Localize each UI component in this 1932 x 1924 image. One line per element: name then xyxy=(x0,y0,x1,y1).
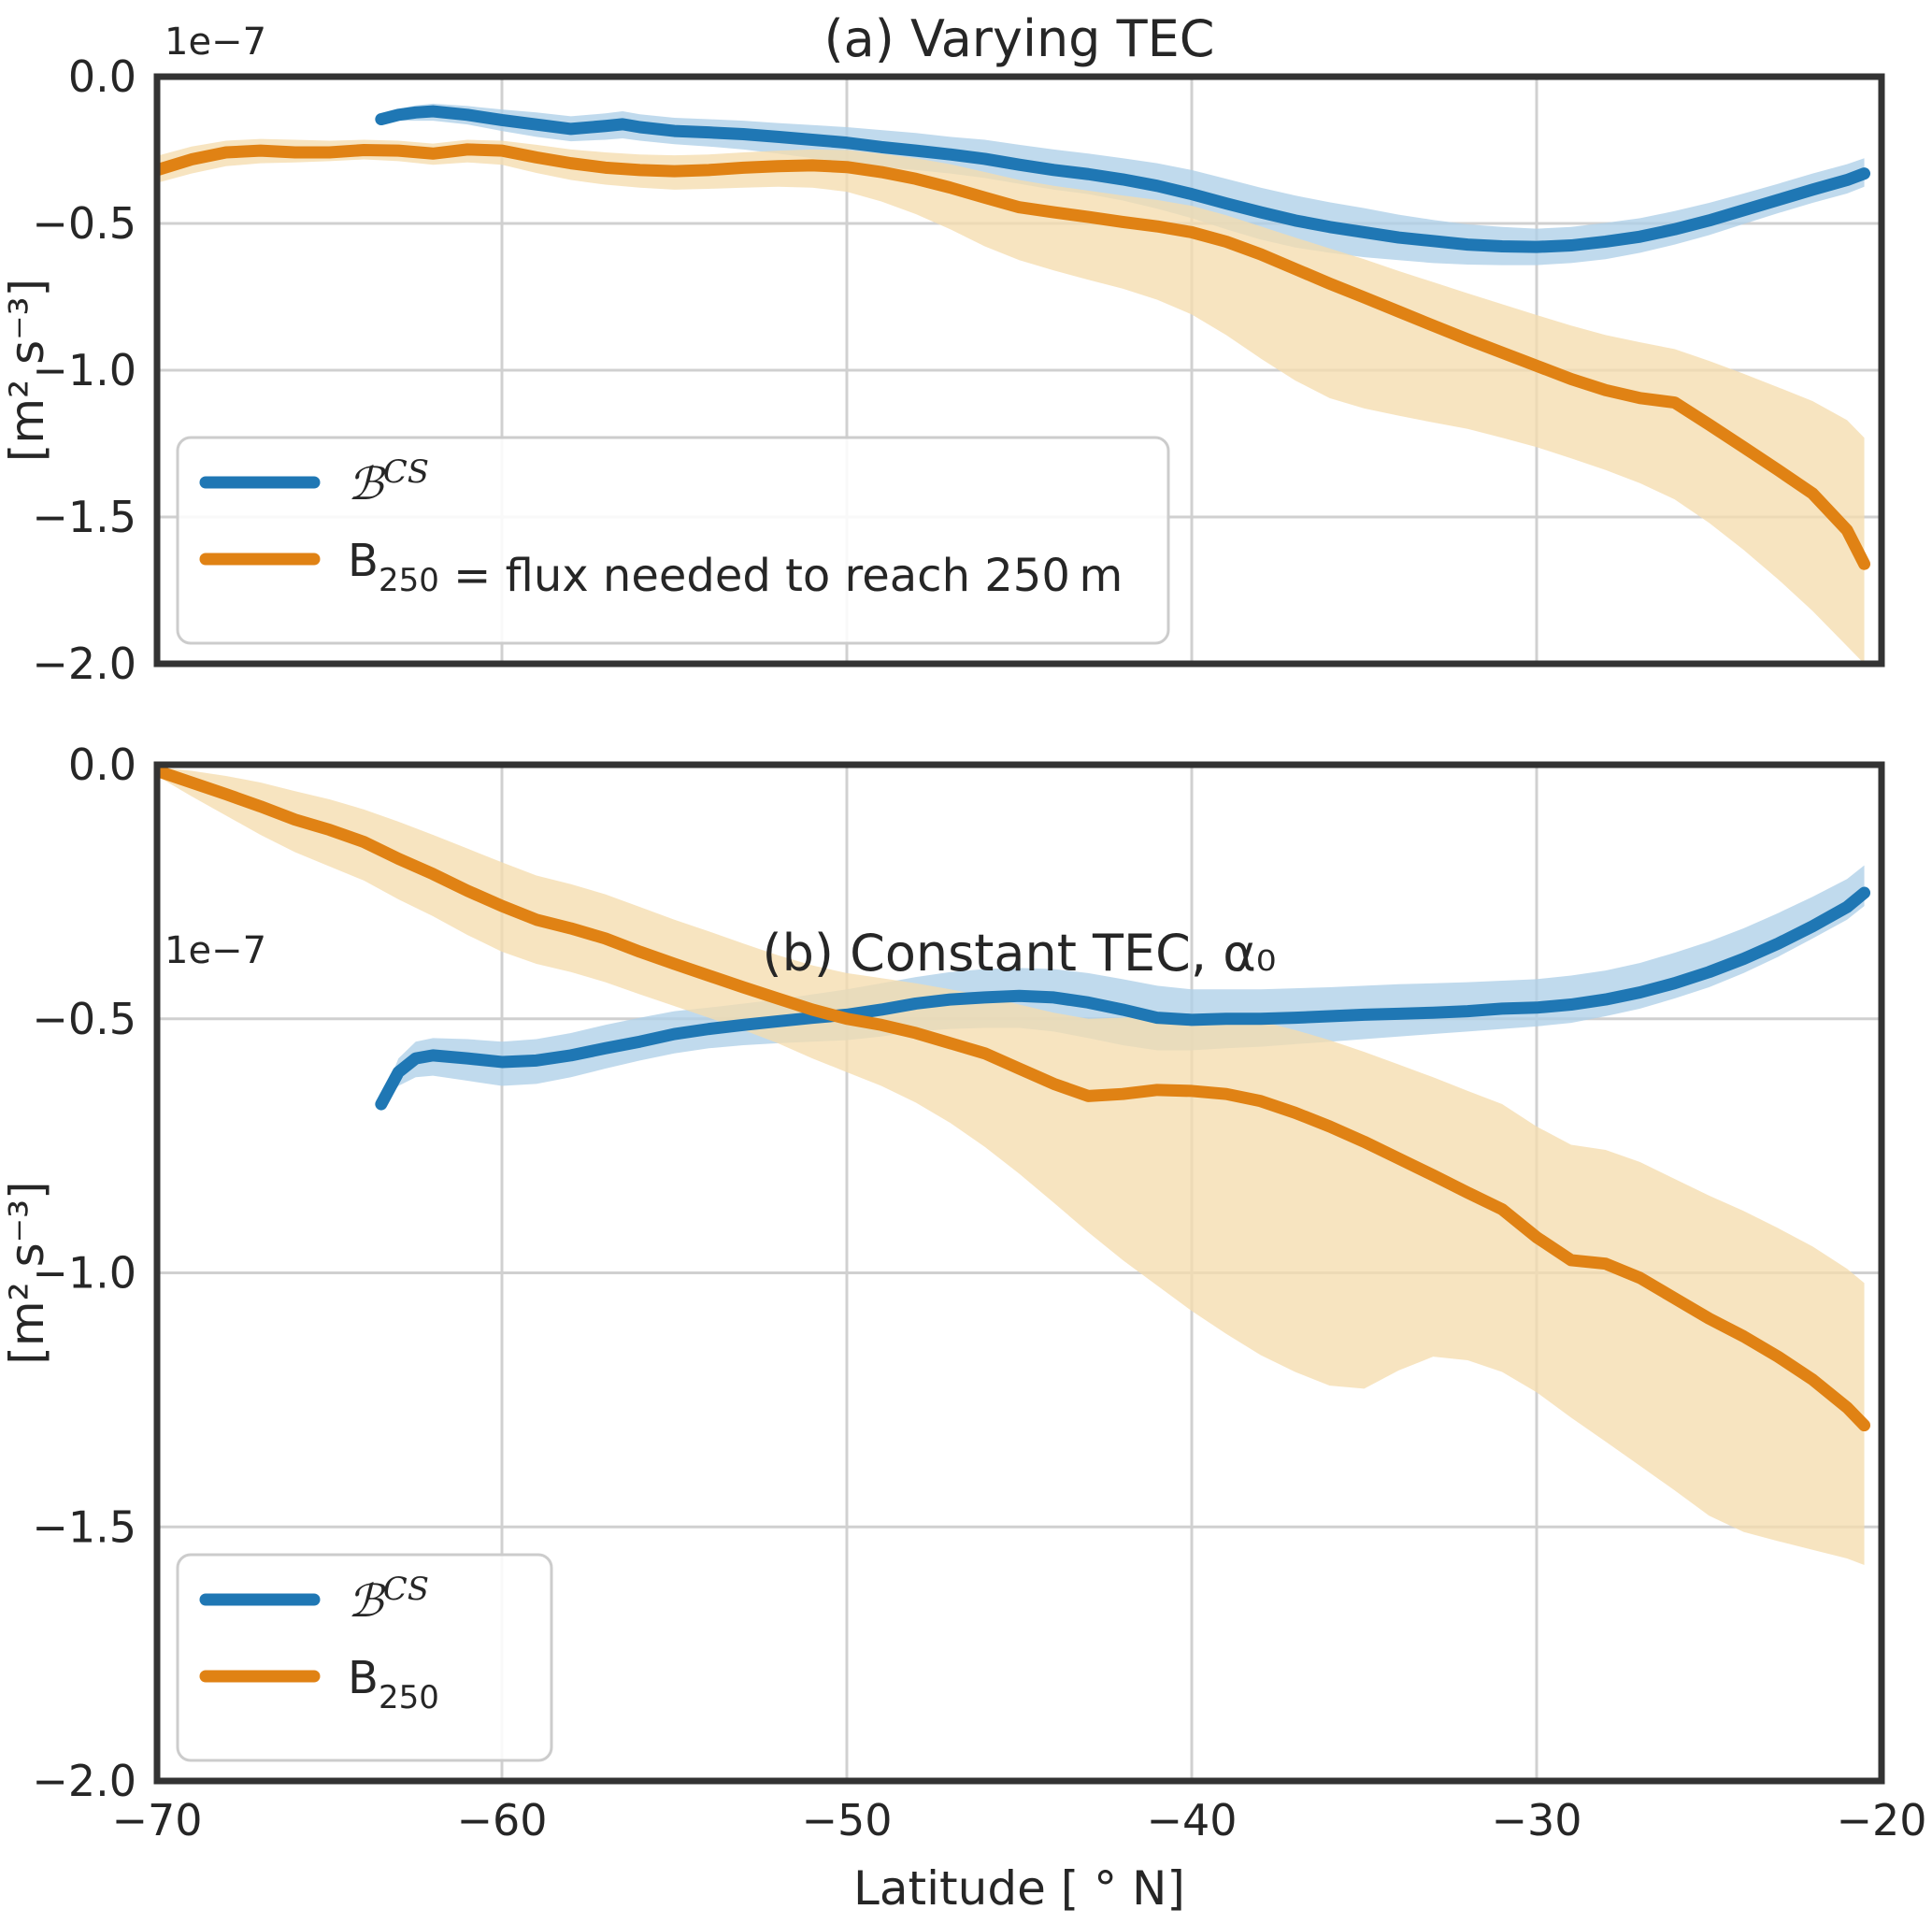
axes-spine-a xyxy=(153,73,1885,668)
ytick-label: −1.0 xyxy=(32,345,136,395)
ytick-label: −1.0 xyxy=(32,1248,136,1299)
line-B250 xyxy=(157,765,1871,1432)
axes-spine-b xyxy=(153,761,1885,1785)
ytick-label: −2.0 xyxy=(32,639,136,689)
band-B250 xyxy=(157,767,1865,1566)
band-B250 xyxy=(157,138,1865,664)
y-offset-text: 1e−7 xyxy=(165,929,266,972)
xtick-label: −20 xyxy=(1836,1795,1926,1845)
panel-title-a: (a) Varying TEC xyxy=(824,9,1215,68)
y-offset-text: 1e−7 xyxy=(165,21,266,64)
xtick-label: −30 xyxy=(1491,1795,1581,1845)
xtick-label: −60 xyxy=(456,1795,547,1845)
xtick-label: −70 xyxy=(111,1795,202,1845)
legend-label-b-cs: ℬCS xyxy=(348,1571,429,1628)
legend-a[interactable]: ℬCS B250 = flux needed to reach 250 m xyxy=(176,436,1170,645)
ytick-label: −1.5 xyxy=(32,1501,136,1552)
legend-b[interactable]: ℬCS B250 xyxy=(176,1553,553,1762)
legend-label-b-250: B250 xyxy=(348,1652,439,1716)
y-axis-label: [m² s⁻³] xyxy=(0,279,54,462)
ytick-label: −1.5 xyxy=(32,492,136,542)
line-CS xyxy=(375,105,1871,253)
legend-label-b-cs: ℬCS xyxy=(348,453,429,510)
ytick-label: 0.0 xyxy=(68,739,136,790)
x-axis-label: Latitude [ ° N] xyxy=(853,1861,1185,1916)
legend-box xyxy=(176,1553,553,1762)
y-axis-label: [m² s⁻³] xyxy=(0,1181,54,1364)
xtick-label: −50 xyxy=(801,1795,892,1845)
ytick-label: −0.5 xyxy=(32,994,136,1044)
data-layer-b xyxy=(157,765,1871,1566)
ytick-label: 0.0 xyxy=(68,51,136,102)
xtick-label: −40 xyxy=(1146,1795,1237,1845)
ytick-label: −0.5 xyxy=(32,198,136,249)
panel-b: 0.0 −0.5 −1.0 −1.5 −2.0 1e−7 (b) Constant TEC,… xyxy=(0,739,1927,1916)
data-layer-a xyxy=(157,103,1871,664)
legend-box xyxy=(176,436,1170,645)
legend-label-b-250: B250 = flux needed to reach 250 m xyxy=(348,535,1123,602)
band-CS xyxy=(380,865,1865,1107)
ytick-label: −2.0 xyxy=(32,1756,136,1806)
line-B250 xyxy=(157,143,1871,570)
panel-a: 0.0 −0.5 −1.0 −1.5 −2.0 1e−7 (a) Varying TEC [m… xyxy=(0,9,1885,689)
line-CS xyxy=(375,886,1871,1111)
panel-title-b: (b) Constant TEC, α₀ xyxy=(763,924,1277,983)
